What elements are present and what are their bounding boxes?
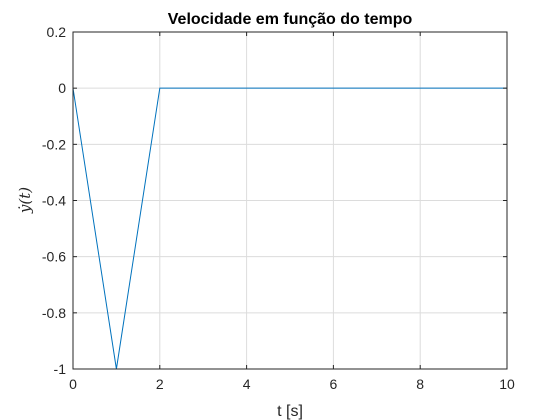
- y-tick-label: 0: [58, 80, 66, 96]
- x-tick-label: 8: [416, 376, 424, 392]
- y-tick-label: 0.2: [47, 24, 67, 40]
- series-group: [72, 87, 507, 370]
- x-tick-label: 0: [69, 376, 77, 392]
- y-tick-label: -0.4: [42, 193, 66, 209]
- x-tick-label: 4: [243, 376, 251, 392]
- axis-ticks: 0 2 4 6 8 10 0.2 0 -0.2 -0.4 -0.6 -0.8 -1: [42, 24, 515, 392]
- x-axis-label: t [s]: [277, 403, 303, 420]
- x-tick-label: 2: [156, 376, 164, 392]
- y-tick-label: -0.8: [42, 305, 66, 321]
- series-line: [72, 87, 507, 370]
- y-tick-label: -1: [54, 361, 67, 377]
- chart-title: Velocidade em função do tempo: [168, 11, 413, 28]
- x-tick-label: 6: [330, 376, 338, 392]
- y-axis-label: ẏ(t): [16, 187, 34, 214]
- y-tick-label: -0.2: [42, 136, 66, 152]
- x-tick-label: 10: [499, 376, 515, 392]
- y-tick-label: -0.6: [42, 249, 66, 265]
